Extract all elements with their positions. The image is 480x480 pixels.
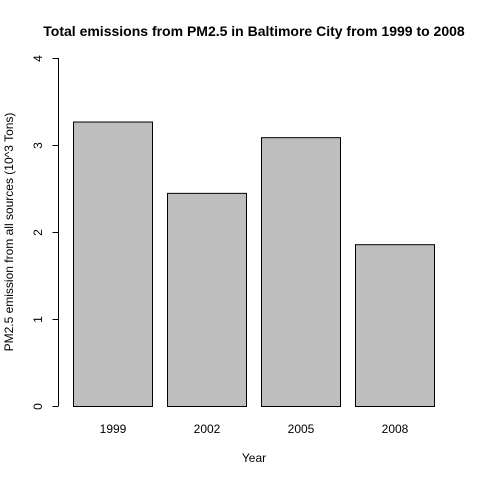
y-tick-label: 3 xyxy=(31,142,45,149)
bar-2005 xyxy=(261,137,341,407)
x-tick-label: 2008 xyxy=(382,422,409,436)
y-tick-label: 1 xyxy=(31,316,45,323)
bar-2002 xyxy=(167,192,247,407)
bar-2008 xyxy=(355,244,435,407)
x-tick-label: 2002 xyxy=(194,422,221,436)
chart-title: Total emissions from PM2.5 in Baltimore … xyxy=(43,23,465,39)
y-axis-label: PM2.5 emission from all sources (10^3 To… xyxy=(2,113,16,352)
y-tick-label: 2 xyxy=(31,229,45,236)
x-axis-label: Year xyxy=(242,451,266,465)
bars-group xyxy=(73,121,435,407)
x-tick-label: 1999 xyxy=(100,422,127,436)
x-tick-label: 2005 xyxy=(288,422,315,436)
y-tick-label: 0 xyxy=(31,403,45,410)
x-tick-labels: 1999 2002 2005 2008 xyxy=(100,422,409,436)
bar-1999 xyxy=(73,121,153,407)
y-tick-label: 4 xyxy=(31,55,45,62)
y-axis: 0 1 2 3 4 xyxy=(31,55,59,410)
